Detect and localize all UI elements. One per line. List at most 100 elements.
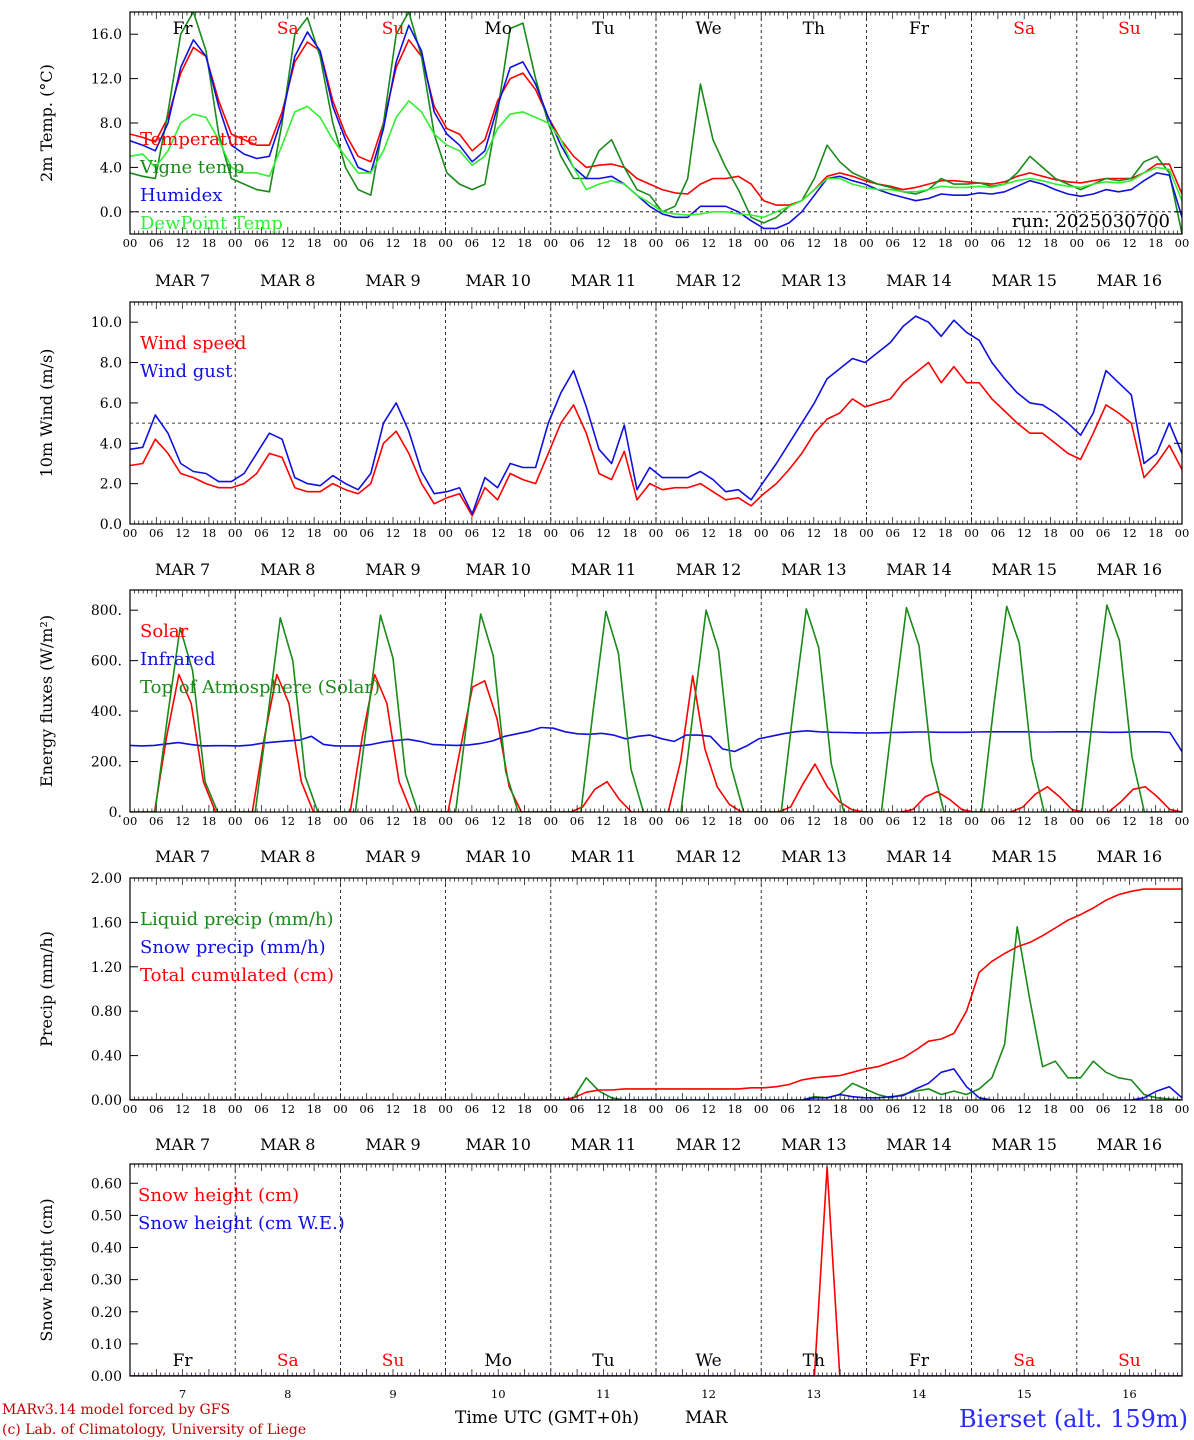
y-tick-label: 12.0 bbox=[91, 72, 122, 88]
hour-tick-label: 06 bbox=[885, 1102, 900, 1116]
panel-precip: 0.00 0.40 0.80 1.20 1.60 2.00 Precip (mm/h) 00 0… bbox=[37, 871, 1189, 1154]
hour-tick-label: 00 bbox=[333, 526, 348, 540]
panels: 0.0 4.0 8.0 12.0 16.0 2m Temp. (°C) 00 06 12 18 MA… bbox=[37, 11, 1190, 1401]
hour-tick-label: 06 bbox=[885, 814, 900, 828]
legend-entry: Wind gust bbox=[140, 361, 233, 382]
hour-tick-label: 06 bbox=[991, 814, 1006, 828]
y-axis-label: 10m Wind (m/s) bbox=[37, 349, 56, 478]
hour-tick-label: 18 bbox=[412, 1102, 427, 1116]
y-axis-label: Energy fluxes (W/m²) bbox=[37, 615, 56, 787]
hour-tick-label: 18 bbox=[833, 526, 848, 540]
hour-tick-label: 12 bbox=[806, 814, 821, 828]
hour-tick-label: 18 bbox=[517, 1102, 532, 1116]
series-line-wind-0 bbox=[130, 361, 1182, 517]
date-tick-label: MAR 15 bbox=[991, 1135, 1056, 1154]
date-tick-label: MAR 8 bbox=[260, 271, 315, 290]
hour-tick-label: 12 bbox=[175, 1102, 190, 1116]
hour-tick-label: 12 bbox=[175, 236, 190, 250]
hour-tick-label: 06 bbox=[465, 526, 480, 540]
hour-tick-label: 00 bbox=[1175, 526, 1190, 540]
hour-tick-label: 00 bbox=[649, 814, 664, 828]
hour-tick-label: 12 bbox=[386, 236, 401, 250]
y-axis-label: Snow height (cm) bbox=[37, 1198, 56, 1341]
day-name-label: Sa bbox=[1013, 1351, 1035, 1371]
hour-tick-label: 12 bbox=[280, 814, 295, 828]
hour-tick-label: 12 bbox=[1122, 236, 1137, 250]
legend-entry: Humidex bbox=[140, 185, 222, 206]
day-number-label: 12 bbox=[701, 1387, 716, 1401]
y-axis-label: Precip (mm/h) bbox=[37, 931, 56, 1047]
y-tick-label: 800. bbox=[91, 603, 122, 619]
date-tick-label: MAR 14 bbox=[886, 560, 951, 579]
y-tick-label: 0.80 bbox=[91, 1004, 122, 1020]
hour-tick-label: 12 bbox=[491, 526, 506, 540]
footer-lab-credit: (c) Lab. of Climatology, University of L… bbox=[2, 1422, 306, 1438]
hour-tick-label: 06 bbox=[254, 1102, 269, 1116]
hour-tick-label: 06 bbox=[359, 1102, 374, 1116]
run-annotation: run: 2025030700 bbox=[1012, 211, 1170, 232]
hour-tick-label: 12 bbox=[912, 526, 927, 540]
hour-tick-label: 06 bbox=[885, 526, 900, 540]
hour-tick-label: 00 bbox=[754, 1102, 769, 1116]
hour-tick-label: 06 bbox=[1096, 236, 1111, 250]
y-tick-label: 2.0 bbox=[100, 477, 122, 493]
day-name-label: Fr bbox=[909, 19, 930, 39]
hour-tick-label: 12 bbox=[596, 526, 611, 540]
y-tick-label: 200. bbox=[91, 755, 122, 771]
hour-tick-label: 18 bbox=[938, 814, 953, 828]
hour-tick-label: 00 bbox=[333, 814, 348, 828]
y-tick-label: 0.00 bbox=[91, 1369, 122, 1385]
hour-tick-label: 00 bbox=[123, 814, 138, 828]
day-number-label: 9 bbox=[389, 1387, 396, 1401]
footer-model-credit: MARv3.14 model forced by GFS bbox=[2, 1402, 230, 1418]
date-tick-label: MAR 14 bbox=[886, 1135, 951, 1154]
hour-tick-label: 12 bbox=[280, 526, 295, 540]
day-name-label: Su bbox=[382, 1351, 405, 1371]
date-tick-label: MAR 12 bbox=[676, 1135, 741, 1154]
hour-tick-label: 18 bbox=[307, 236, 322, 250]
hour-tick-label: 00 bbox=[964, 236, 979, 250]
hour-tick-label: 18 bbox=[202, 1102, 217, 1116]
series-line-energy-1 bbox=[130, 726, 1182, 753]
hour-tick-label: 06 bbox=[359, 814, 374, 828]
date-tick-label: MAR 10 bbox=[465, 1135, 530, 1154]
hour-tick-label: 06 bbox=[991, 526, 1006, 540]
hour-tick-label: 18 bbox=[1148, 236, 1163, 250]
series-line-temperature-2 bbox=[130, 24, 1182, 230]
hour-tick-label: 00 bbox=[649, 526, 664, 540]
y-tick-label: 10.0 bbox=[91, 315, 122, 331]
date-tick-label: MAR 15 bbox=[991, 271, 1056, 290]
date-tick-label: MAR 11 bbox=[571, 271, 636, 290]
hour-tick-label: 06 bbox=[149, 1102, 164, 1116]
date-tick-label: MAR 16 bbox=[1097, 1135, 1162, 1154]
date-tick-label: MAR 9 bbox=[365, 271, 420, 290]
hour-tick-label: 00 bbox=[964, 814, 979, 828]
hour-tick-label: 12 bbox=[596, 236, 611, 250]
date-tick-label: MAR 13 bbox=[781, 271, 846, 290]
hour-tick-label: 18 bbox=[307, 1102, 322, 1116]
day-name-label: Mo bbox=[484, 1351, 512, 1371]
legend-entry: Total cumulated (cm) bbox=[140, 965, 334, 986]
legend-entry: Infrared bbox=[140, 649, 215, 670]
hour-tick-label: 12 bbox=[1122, 814, 1137, 828]
date-tick-label: MAR 8 bbox=[260, 847, 315, 866]
date-tick-label: MAR 13 bbox=[781, 1135, 846, 1154]
hour-tick-label: 00 bbox=[333, 1102, 348, 1116]
hour-tick-label: 00 bbox=[754, 236, 769, 250]
hour-tick-label: 12 bbox=[491, 814, 506, 828]
y-tick-label: 0.10 bbox=[91, 1337, 122, 1353]
date-tick-label: MAR 11 bbox=[571, 560, 636, 579]
hour-tick-label: 12 bbox=[1017, 1102, 1032, 1116]
hour-tick-label: 18 bbox=[517, 814, 532, 828]
hour-tick-label: 00 bbox=[964, 526, 979, 540]
hour-tick-label: 00 bbox=[859, 814, 874, 828]
panel-wind: 0.0 2.0 4.0 6.0 8.0 10.0 10m Wind (m/s) 00 06 12 1… bbox=[37, 301, 1190, 579]
hour-tick-label: 12 bbox=[1017, 814, 1032, 828]
y-tick-label: 1.60 bbox=[91, 915, 122, 931]
hour-tick-label: 00 bbox=[964, 1102, 979, 1116]
hour-tick-label: 18 bbox=[728, 814, 743, 828]
date-tick-label: MAR 9 bbox=[365, 560, 420, 579]
hour-tick-label: 06 bbox=[149, 236, 164, 250]
y-tick-label: 0.40 bbox=[91, 1241, 122, 1257]
hour-tick-label: 00 bbox=[859, 236, 874, 250]
